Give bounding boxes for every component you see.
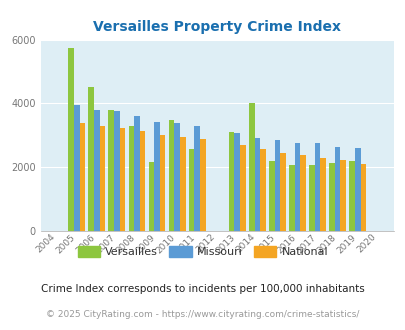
Bar [269, 161, 274, 231]
Bar [328, 163, 334, 231]
Bar [274, 140, 279, 231]
Bar [314, 143, 320, 231]
Bar [148, 162, 154, 231]
Bar [168, 120, 174, 231]
Bar [320, 158, 325, 231]
Title: Versailles Property Crime Index: Versailles Property Crime Index [93, 20, 340, 34]
Bar [194, 126, 199, 231]
Text: Crime Index corresponds to incidents per 100,000 inhabitants: Crime Index corresponds to incidents per… [41, 284, 364, 294]
Bar [360, 164, 365, 231]
Text: © 2025 CityRating.com - https://www.cityrating.com/crime-statistics/: © 2025 CityRating.com - https://www.city… [46, 310, 359, 319]
Bar [234, 133, 239, 231]
Bar [99, 126, 105, 231]
Bar [108, 110, 114, 231]
Bar [308, 165, 314, 231]
Bar [254, 139, 260, 231]
Bar [239, 145, 245, 231]
Bar [348, 161, 354, 231]
Bar [199, 139, 205, 231]
Bar [134, 115, 139, 231]
Bar [300, 155, 305, 231]
Bar [114, 112, 119, 231]
Bar [79, 123, 85, 231]
Bar [174, 123, 179, 231]
Bar [139, 131, 145, 231]
Bar [188, 149, 194, 231]
Bar [74, 105, 79, 231]
Bar [160, 135, 165, 231]
Bar [248, 103, 254, 231]
Bar [88, 87, 94, 231]
Bar [354, 148, 360, 231]
Bar [288, 165, 294, 231]
Bar [279, 152, 285, 231]
Bar [334, 147, 340, 231]
Bar [260, 149, 265, 231]
Bar [94, 110, 99, 231]
Bar [68, 48, 74, 231]
Bar [119, 128, 125, 231]
Bar [154, 121, 160, 231]
Legend: Versailles, Missouri, National: Versailles, Missouri, National [73, 242, 332, 262]
Bar [294, 143, 300, 231]
Bar [179, 137, 185, 231]
Bar [128, 126, 134, 231]
Bar [340, 160, 345, 231]
Bar [228, 132, 234, 231]
